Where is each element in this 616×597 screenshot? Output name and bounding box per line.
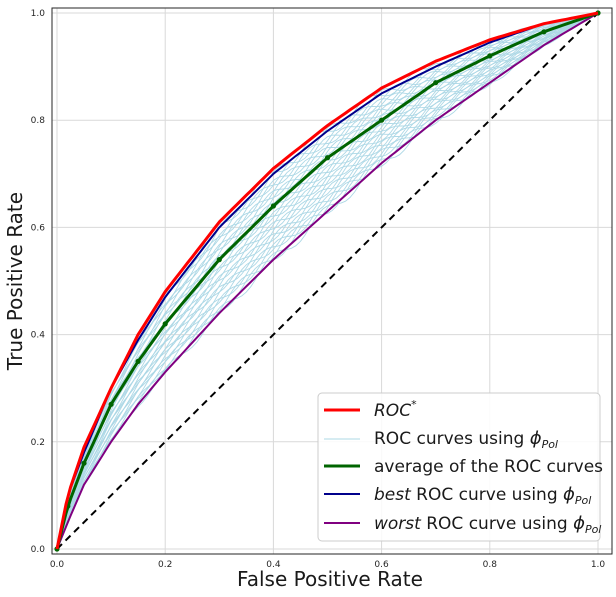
roc-band-curve (56, 12, 599, 550)
legend-label-average: average of the ROC curves (374, 457, 603, 477)
legend-worst-phi-sub: Pol (585, 523, 601, 536)
average-curve-point (324, 155, 331, 161)
legend-box (317, 392, 601, 542)
average-curve-point (81, 460, 87, 466)
legend-band-phi: ϕ (530, 428, 542, 449)
legend-best-italic: best (374, 485, 412, 505)
y-tick-label: 0.8 (31, 116, 46, 126)
best-roc-curve (56, 12, 599, 550)
roc-band-curve (56, 12, 599, 550)
legend-roc-sup: * (411, 398, 417, 411)
roc-band-curve (56, 12, 599, 550)
y-tick-label: 0.2 (31, 438, 45, 448)
x-tick-label: 0.0 (50, 560, 65, 570)
y-axis-label: True Positive Rate (3, 192, 27, 371)
chance-diagonal (56, 12, 599, 550)
legend-worst-phi: ϕ (573, 513, 585, 534)
roc-band-curve (56, 12, 599, 550)
y-tick-label: 0.6 (31, 223, 46, 233)
roc-band-curve (56, 12, 599, 550)
x-tick-label: 0.8 (483, 560, 498, 570)
average-curve-point (487, 53, 493, 59)
average-curve-point (433, 80, 439, 86)
roc-band-curve (56, 12, 599, 550)
average-curve-point (216, 257, 222, 263)
roc-band-curve (56, 12, 599, 550)
legend-label-roc-band: ROC curves using ϕPol (374, 428, 558, 451)
legend-best-rest: ROC curve using (411, 485, 563, 505)
legend-label-worst: worst ROC curve using ϕPol (374, 513, 601, 536)
roc-band-curve (56, 12, 599, 550)
legend-worst-rest: ROC curve using (421, 514, 573, 534)
average-curve-point (162, 321, 168, 327)
y-tick-label: 1.0 (31, 9, 46, 19)
y-tick-label: 0.4 (31, 331, 46, 341)
legend-worst-italic: worst (374, 514, 422, 534)
roc-curves (54, 10, 601, 552)
worst-roc-curve (56, 12, 599, 550)
x-axis-label: False Positive Rate (237, 567, 423, 591)
y-tick-label: 0.0 (31, 545, 46, 555)
average-curve-point (270, 203, 276, 209)
legend-best-phi-sub: Pol (575, 494, 591, 507)
average-curve-point (108, 401, 114, 407)
x-tick-label: 0.6 (374, 560, 389, 570)
roc-band-curve (56, 12, 599, 550)
legend-label-roc-star: ROC* (374, 398, 417, 421)
legend: ROC* ROC curves using ϕPol average of th… (317, 392, 603, 542)
average-curve-point (541, 29, 547, 35)
roc-star-curve (55, 11, 599, 550)
roc-band-curve (56, 12, 599, 550)
legend-label-best: best ROC curve using ϕPol (374, 484, 591, 507)
x-tick-label: 0.4 (266, 560, 281, 570)
legend-band-phi-sub: Pol (542, 438, 558, 451)
legend-band-text: ROC curves using (374, 429, 530, 449)
x-tick-label: 1.0 (591, 560, 606, 570)
average-curve-point (379, 117, 385, 123)
legend-best-phi: ϕ (563, 484, 575, 505)
x-tick-label: 0.2 (158, 560, 172, 570)
legend-roc-main: ROC (374, 401, 411, 421)
tick-labels: 0.0 0.2 0.4 0.6 0.8 1.0 0.0 0.2 0.4 0.6 0.8 1.0 (31, 9, 606, 570)
average-curve-point (135, 358, 141, 364)
plot-frame (51, 7, 613, 555)
